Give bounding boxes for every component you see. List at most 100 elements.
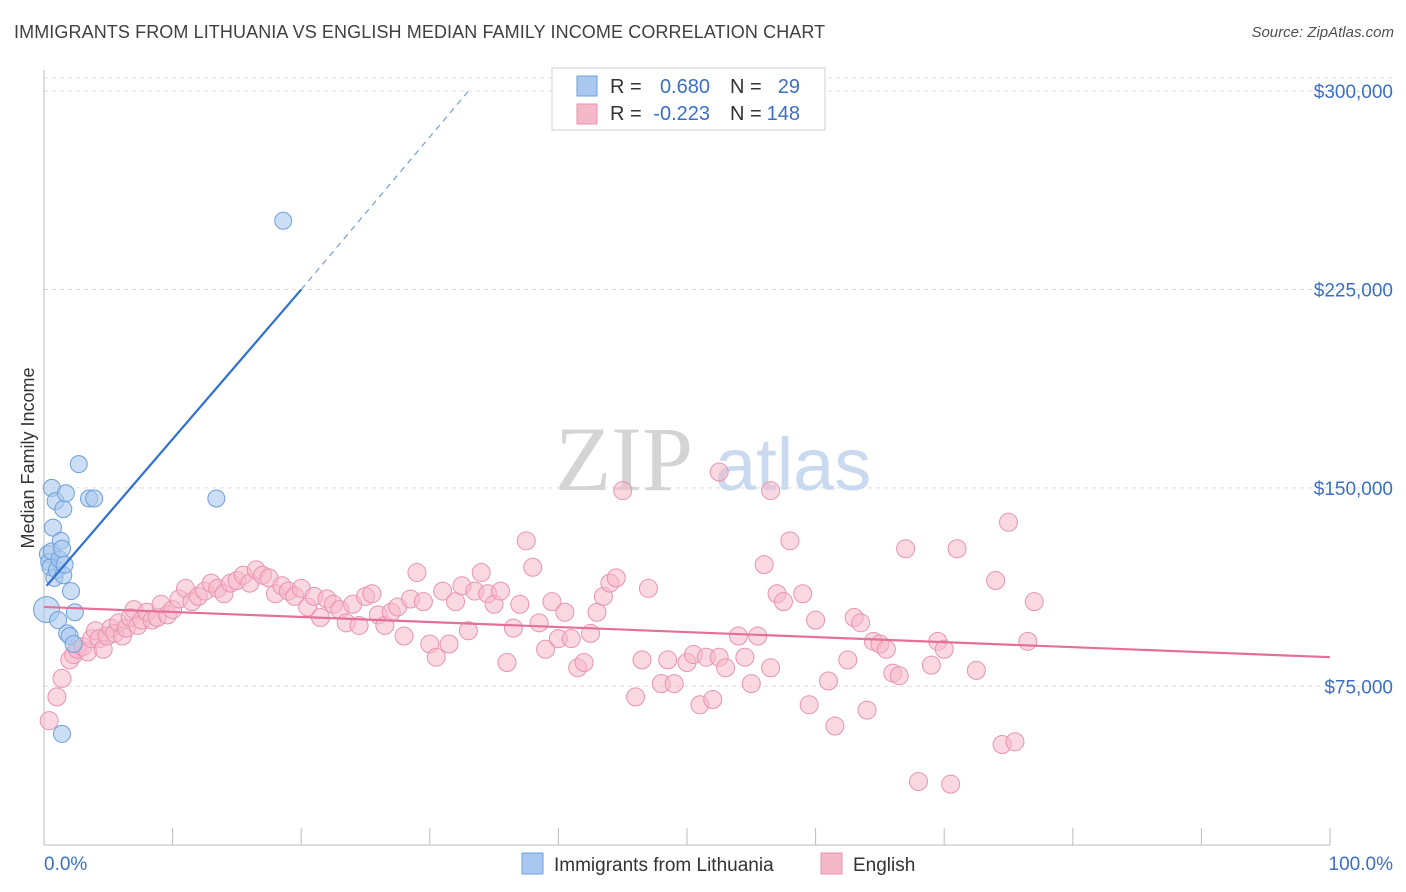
watermark-atlas: atlas: [715, 423, 871, 506]
english-point: [471, 563, 491, 583]
english-point: [908, 772, 928, 792]
english-point: [947, 539, 967, 559]
bottom-legend: Immigrants from Lithuania English: [521, 852, 915, 876]
english-point: [587, 602, 607, 622]
lithuania-point: [53, 539, 72, 558]
english-point: [458, 621, 478, 641]
english-point: [497, 652, 517, 672]
english-point: [426, 647, 446, 667]
english-point: [754, 555, 774, 575]
legend-r-label-1: R =: [610, 76, 642, 98]
english-point: [851, 613, 871, 633]
english-point: [889, 666, 909, 686]
english-point: [664, 674, 684, 694]
english-point: [799, 695, 819, 715]
lithuania-point: [65, 603, 84, 622]
english-point: [362, 584, 382, 604]
english-point: [999, 512, 1018, 532]
english-point: [626, 687, 646, 707]
trend-lines: [43, 90, 1331, 659]
english-point: [986, 570, 1006, 590]
english-point: [793, 584, 813, 604]
lithuania-point: [62, 582, 81, 601]
legend-n-value-2: 148: [767, 103, 800, 125]
lithuania-point: [85, 489, 104, 508]
english-point: [561, 629, 581, 649]
english-point: [780, 531, 800, 551]
english-point: [806, 610, 826, 630]
x-axis-ticks: [43, 828, 1331, 845]
english-point: [52, 668, 72, 688]
lithuania-trend-line: [45, 288, 303, 587]
english-point: [716, 658, 736, 678]
legend-swatch-pink: [576, 103, 598, 125]
english-point: [613, 481, 633, 501]
legend-n-value-1: 29: [778, 76, 800, 98]
y-tick-label: $225,000: [1314, 281, 1393, 302]
english-point: [896, 539, 916, 559]
english-point: [632, 650, 652, 670]
legend-r-value-2: -0.223: [653, 103, 710, 125]
english-point: [934, 639, 954, 659]
lithuania-trend-extension: [300, 90, 469, 290]
bottom-legend-swatch-pink: [820, 852, 843, 875]
lithuania-point: [54, 500, 73, 519]
english-point: [941, 774, 961, 794]
english-point: [606, 568, 626, 588]
english-point: [529, 613, 549, 633]
english-point: [349, 615, 369, 635]
english-point: [728, 626, 748, 646]
english-point: [516, 531, 536, 551]
english-point: [1024, 592, 1044, 612]
english-point: [574, 652, 594, 672]
legend-swatch-blue: [576, 75, 598, 97]
top-legend: R = 0.680 N = 29 R = -0.223 N = 148: [551, 67, 826, 131]
english-point: [703, 690, 723, 710]
legend-r-label-2: R =: [610, 103, 642, 125]
english-trend-line: [43, 605, 1331, 659]
chart-title: IMMIGRANTS FROM LITHUANIA VS ENGLISH MED…: [14, 22, 826, 42]
english-point: [818, 671, 838, 691]
english-point: [838, 650, 858, 670]
english-point: [921, 655, 941, 675]
english-point: [536, 639, 556, 659]
y-axis-label: Median Family Income: [18, 367, 38, 548]
legend-r-value-1: 0.680: [660, 76, 710, 98]
legend-n-label-2: N =: [730, 103, 762, 125]
english-point: [966, 660, 986, 680]
english-point: [433, 581, 453, 601]
lithuania-point: [64, 634, 83, 653]
english-point: [735, 647, 755, 667]
english-point: [407, 563, 427, 583]
english-point: [761, 658, 781, 678]
x-tick-label-start: 0.0%: [44, 854, 87, 875]
english-point: [876, 639, 896, 659]
bottom-legend-label-lithuania: Immigrants from Lithuania: [554, 855, 774, 876]
english-point: [658, 650, 678, 670]
lithuania-point: [44, 518, 63, 537]
y-tick-labels: $75,000 $150,000 $225,000 $300,000: [1314, 82, 1393, 698]
english-point: [510, 594, 530, 614]
english-point: [555, 602, 575, 622]
english-point: [773, 592, 793, 612]
english-point: [709, 462, 729, 482]
lithuania-point: [53, 724, 72, 743]
english-point: [825, 716, 845, 736]
english-point: [523, 557, 543, 577]
english-point: [1018, 631, 1038, 651]
lithuania-point: [56, 484, 75, 503]
english-point: [503, 618, 523, 638]
english-point: [1005, 732, 1025, 752]
english-series: [39, 462, 1044, 794]
english-point: [542, 592, 562, 612]
english-point: [446, 592, 466, 612]
y-tick-label: $150,000: [1314, 479, 1393, 500]
y-tick-label: $75,000: [1324, 677, 1393, 698]
english-point: [761, 481, 781, 501]
english-point: [394, 626, 414, 646]
bottom-legend-label-english: English: [853, 855, 915, 876]
bottom-legend-swatch-blue: [521, 852, 544, 875]
english-point: [857, 700, 877, 720]
lithuania-series: [33, 211, 293, 743]
